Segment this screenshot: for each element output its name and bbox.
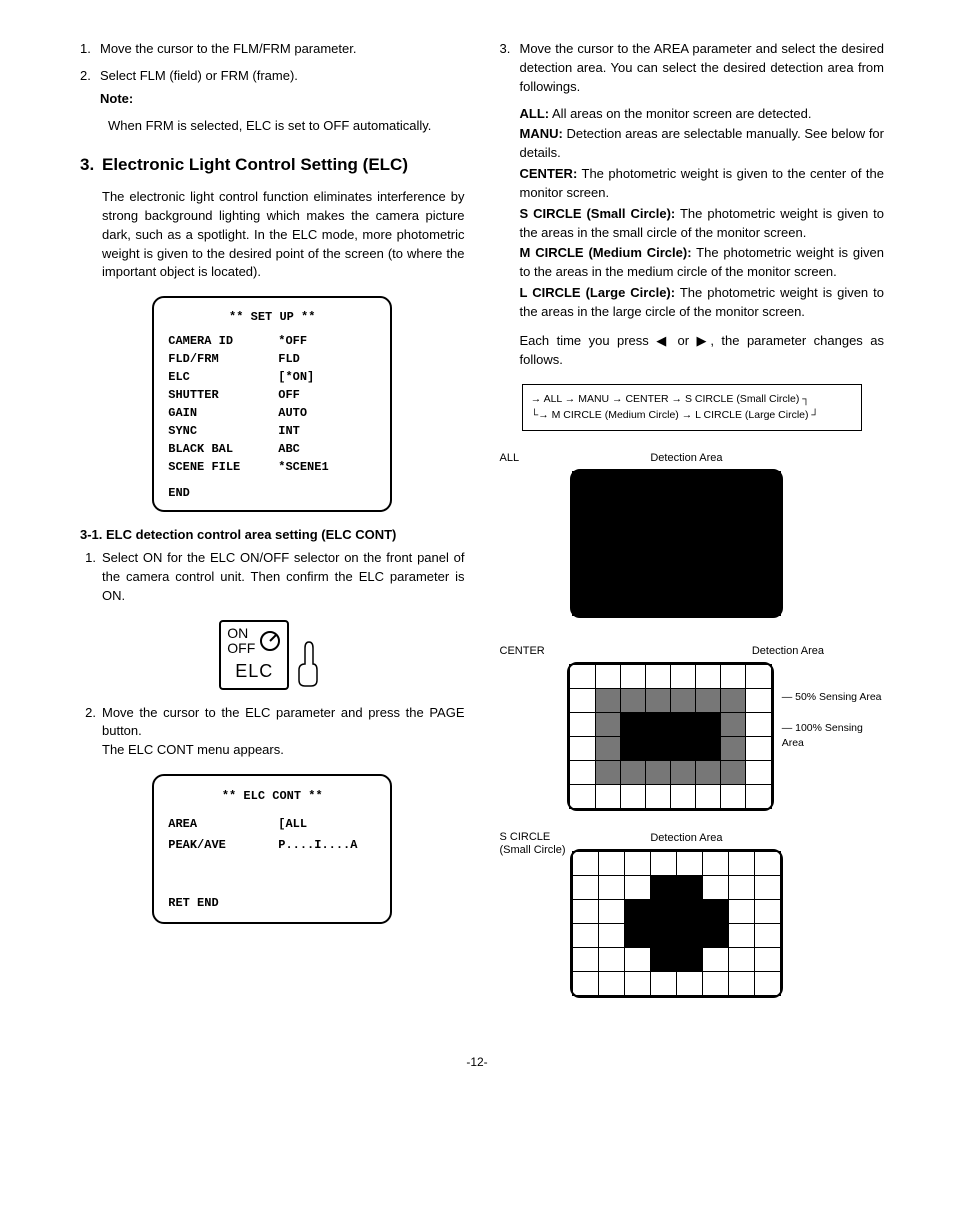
dial-icon [259, 628, 281, 654]
grid-all: ALL Detection Area [500, 451, 885, 624]
setup-menu: ** SET UP ** CAMERA ID*OFFFLD/FRM FLDELC… [152, 296, 392, 512]
menu-title: ** ELC CONT ** [168, 786, 376, 808]
note-body: When FRM is selected, ELC is set to OFF … [108, 117, 465, 136]
step-1: 1. Move the cursor to the FLM/FRM parame… [80, 40, 465, 59]
menu-bottom: RET END [168, 893, 218, 915]
off-label: OFF [227, 641, 255, 656]
on-off-labels: ON OFF [227, 626, 255, 657]
elc-switch-box: ON OFF ELC [219, 620, 289, 690]
arrow-para: Each time you press ◀ or ▶, the paramete… [520, 332, 885, 370]
hand-icon [295, 640, 325, 690]
step-2: 2. Select FLM (field) or FRM (frame). No… [80, 67, 465, 109]
menu-row: BLACK BAL ABC [168, 440, 376, 458]
sub-step-text: Move the cursor to the ELC parameter and… [102, 704, 465, 761]
step-text: Move the cursor to the FLM/FRM parameter… [100, 40, 465, 59]
section-num: 3. [80, 153, 102, 178]
menu-row: SYNC INT [168, 422, 376, 440]
grid-caption: Detection Area [570, 451, 783, 467]
menu-title: ** SET UP ** [168, 308, 376, 326]
step-num: 2. [80, 67, 100, 109]
step-text: Select FLM (field) or FRM (frame). Note: [100, 67, 465, 109]
note-label: Note: [100, 90, 465, 109]
definition: L CIRCLE (Large Circle): The photometric… [520, 284, 885, 322]
step-text: Move the cursor to the AREA parameter an… [520, 40, 885, 97]
grid-annotations: — 50% Sensing Area — 100% Sensing Area [782, 662, 884, 811]
sub-step-2: 2. Move the cursor to the ELC parameter … [80, 704, 465, 761]
s2-text2: The ELC CONT menu appears. [102, 742, 284, 757]
menu-row: SCENE FILE*SCENE1 [168, 458, 376, 476]
grid-caption: Detection Area [567, 644, 884, 660]
menu-row: SHUTTER OFF [168, 386, 376, 404]
annot-100: 100% Sensing Area [782, 722, 863, 749]
grid-label: S CIRCLE (Small Circle) [500, 831, 570, 1004]
page-number: -12- [70, 1054, 884, 1071]
menu-row: FLD/FRM FLD [168, 350, 376, 368]
menu-end: END [168, 484, 376, 502]
menu-row: PEAK/AVEP....I....A [168, 835, 376, 857]
grid-scircle: S CIRCLE (Small Circle) Detection Area [500, 831, 885, 1004]
sub-step-1: 1. Select ON for the ELC ON/OFF selector… [80, 549, 465, 606]
menu-row: GAIN AUTO [168, 404, 376, 422]
sub-step-num: 1. [80, 549, 102, 606]
sub-step-text: Select ON for the ELC ON/OFF selector on… [102, 549, 465, 606]
step-3: 3. Move the cursor to the AREA parameter… [500, 40, 885, 97]
on-label: ON [227, 626, 255, 641]
grid-center: CENTER Detection Area — 50% Sensing Area… [500, 644, 885, 811]
step-num: 1. [80, 40, 100, 59]
grid-label: CENTER [500, 644, 568, 811]
definition: CENTER: The photometric weight is given … [520, 165, 885, 203]
grid-caption: Detection Area [570, 831, 783, 847]
definition: ALL: All areas on the monitor screen are… [520, 105, 885, 124]
definition: MANU: Detection areas are selectable man… [520, 125, 885, 163]
annot-50: 50% Sensing Area [795, 691, 881, 703]
sub-3-1-head: 3-1. ELC detection control area setting … [80, 526, 465, 545]
section-3-body: The electronic light control function el… [102, 188, 465, 282]
elc-cont-menu: ** ELC CONT ** AREA[ALLPEAK/AVEP....I...… [152, 774, 392, 924]
section-3-head: 3. Electronic Light Control Setting (ELC… [80, 153, 465, 178]
grid-label: ALL [500, 451, 570, 624]
menu-row: CAMERA ID*OFF [168, 332, 376, 350]
definition: S CIRCLE (Small Circle): The photometric… [520, 205, 885, 243]
elc-label: ELC [227, 658, 281, 684]
s2-text1: Move the cursor to the ELC parameter and… [102, 705, 465, 739]
cycle-row2: └→ M CIRCLE (Medium Circle) → L CIRCLE (… [531, 407, 853, 424]
menu-row: ELC[*ON] [168, 368, 376, 386]
cycle-row1: → ALL → MANU → CENTER → S CIRCLE (Small … [531, 391, 853, 408]
step-num: 3. [500, 40, 520, 97]
cycle-diagram: → ALL → MANU → CENTER → S CIRCLE (Small … [522, 384, 862, 432]
section-title: Electronic Light Control Setting (ELC) [102, 153, 408, 178]
step2-text: Select FLM (field) or FRM (frame). [100, 68, 298, 83]
elc-switch-figure: ON OFF ELC [80, 620, 465, 690]
menu-row: AREA[ALL [168, 814, 376, 836]
sub-step-num: 2. [80, 704, 102, 761]
definition: M CIRCLE (Medium Circle): The photometri… [520, 244, 885, 282]
